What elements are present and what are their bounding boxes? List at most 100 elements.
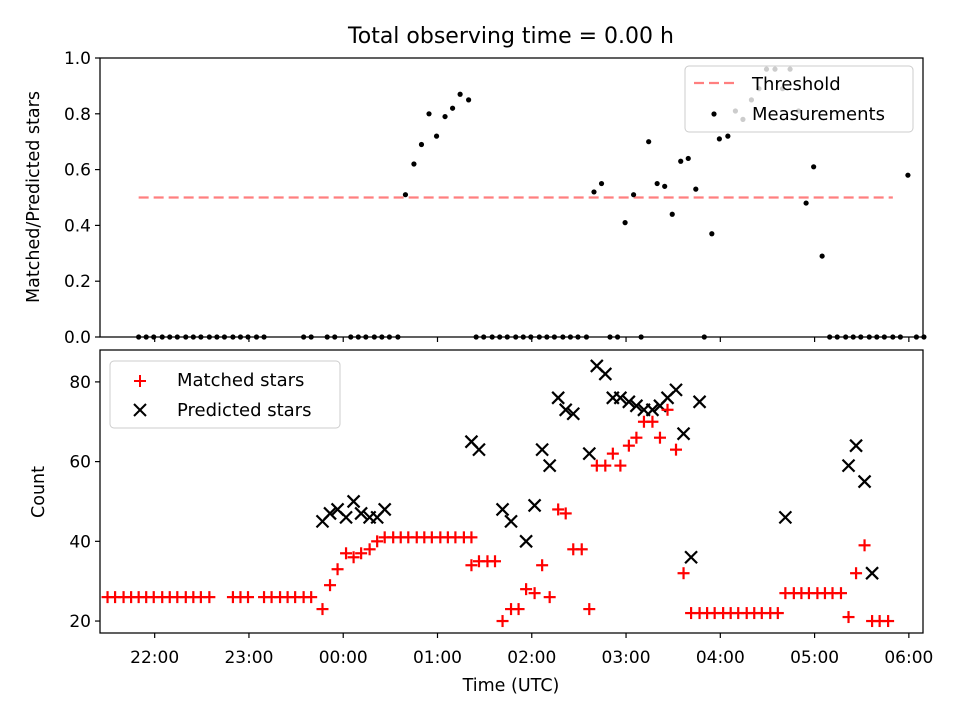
top-ytick-label: 0.8	[64, 105, 91, 125]
predicted-marker-stroke	[377, 502, 392, 517]
predicted-marker	[645, 403, 660, 417]
predicted-marker-stroke	[629, 399, 644, 413]
measurement-point	[198, 334, 204, 340]
measurement-point	[669, 211, 675, 217]
predicted-marker-stroke	[354, 506, 368, 521]
measurement-point	[607, 334, 613, 340]
predicted-marker	[542, 458, 557, 473]
predicted-marker	[841, 458, 856, 473]
predicted-marker	[354, 506, 368, 521]
legend-matched-swatch	[134, 375, 146, 387]
measurement-point	[504, 334, 510, 340]
predicted-marker-stroke	[622, 395, 636, 409]
predicted-marker	[551, 391, 565, 405]
predicted-marker	[849, 438, 863, 453]
top-ytick-label: 1.0	[64, 49, 91, 69]
measurement-point	[426, 111, 432, 117]
matched-marker	[316, 603, 329, 616]
measurement-point	[575, 334, 581, 340]
measurement-point	[363, 334, 369, 340]
matched-marker	[670, 443, 683, 456]
measurement-point	[622, 220, 628, 226]
bottom-ytick-label: 20	[69, 612, 91, 632]
predicted-marker-stroke	[849, 438, 863, 453]
measurement-point	[473, 334, 479, 340]
measurement-point	[709, 231, 715, 237]
matched-marker	[653, 431, 666, 444]
measurement-point	[214, 334, 220, 340]
legend-matched-label: Matched stars	[177, 370, 304, 391]
measurement-point	[411, 161, 417, 167]
measurement-point	[827, 334, 833, 340]
measurement-point	[489, 334, 495, 340]
predicted-marker	[495, 502, 510, 517]
measurement-point	[449, 105, 456, 111]
measurement-point	[591, 189, 597, 195]
bottom-ytick-label: 40	[69, 532, 91, 552]
predicted-marker-stroke	[542, 458, 557, 473]
measurement-point	[301, 334, 307, 340]
matched-marker	[552, 503, 565, 516]
matched-marker	[489, 555, 502, 568]
predicted-marker-stroke	[598, 367, 613, 381]
predicted-marker-stroke	[504, 514, 518, 529]
bottom-legend-box	[109, 360, 341, 429]
measurement-point	[638, 334, 644, 340]
predicted-marker	[558, 403, 573, 417]
measurement-point	[834, 334, 840, 340]
predicted-marker-stroke	[857, 474, 872, 489]
chart-title: Total observing time = 0.00 h	[347, 24, 674, 49]
measurement-point	[716, 136, 722, 142]
measurement-point	[237, 334, 244, 340]
matched-marker	[630, 431, 643, 444]
legend-measurements-swatch	[711, 111, 717, 117]
matched-marker	[599, 459, 612, 472]
top-y-axis: 0.0 0.2 0.4 0.6 0.8 1.0	[64, 49, 100, 348]
matched-marker	[858, 539, 871, 552]
measurement-point	[520, 334, 526, 340]
measurement-point	[245, 334, 251, 340]
predicted-marker-stroke	[613, 391, 628, 405]
measurement-point	[811, 164, 817, 170]
measurement-point	[850, 334, 856, 340]
predicted-marker-stroke	[472, 442, 486, 457]
measurement-point	[481, 334, 487, 340]
matched-marker	[305, 591, 318, 604]
measurement-point	[678, 158, 684, 164]
bottom-ylabel: Count	[29, 466, 49, 518]
bottom-xtick-label: 05:00	[790, 648, 839, 668]
measurement-point	[858, 334, 864, 340]
predicted-marker-stroke	[582, 446, 597, 461]
measurement-point	[685, 155, 691, 162]
top-legend: Threshold Measurements	[684, 65, 914, 133]
measurement-point	[379, 334, 385, 340]
predicted-marker	[692, 395, 707, 409]
matched-marker	[465, 559, 478, 572]
matched-marker	[842, 611, 855, 624]
bottom-xtick-label: 04:00	[696, 648, 745, 668]
measurement-point	[646, 139, 652, 145]
predicted-marker-stroke	[464, 434, 479, 449]
bottom-plot-area	[99, 349, 924, 634]
matched-marker	[242, 591, 255, 604]
measurement-point	[332, 334, 338, 340]
bottom-xtick-label: 23:00	[224, 648, 273, 668]
predicted-marker-stroke	[339, 510, 353, 525]
predicted-marker-stroke	[692, 395, 707, 409]
predicted-marker-stroke	[778, 510, 793, 525]
matched-marker	[496, 615, 509, 628]
predicted-marker	[676, 426, 691, 441]
bottom-panel: Count Time (UTC) 20 40 60 80 22:00 23:00 00:0…	[29, 349, 933, 696]
predicted-marker	[566, 406, 581, 421]
measurement-point	[466, 97, 472, 103]
measurement-point	[206, 334, 212, 340]
measurement-point	[395, 334, 401, 340]
matched-marker	[528, 587, 541, 600]
top-ytick-label: 0.6	[64, 161, 91, 181]
legend-measurements-label: Measurements	[752, 104, 885, 125]
bottom-xtick-label: 03:00	[602, 648, 651, 668]
measurement-point	[701, 334, 707, 340]
measurement-point	[913, 334, 920, 340]
measurement-point	[348, 334, 354, 340]
